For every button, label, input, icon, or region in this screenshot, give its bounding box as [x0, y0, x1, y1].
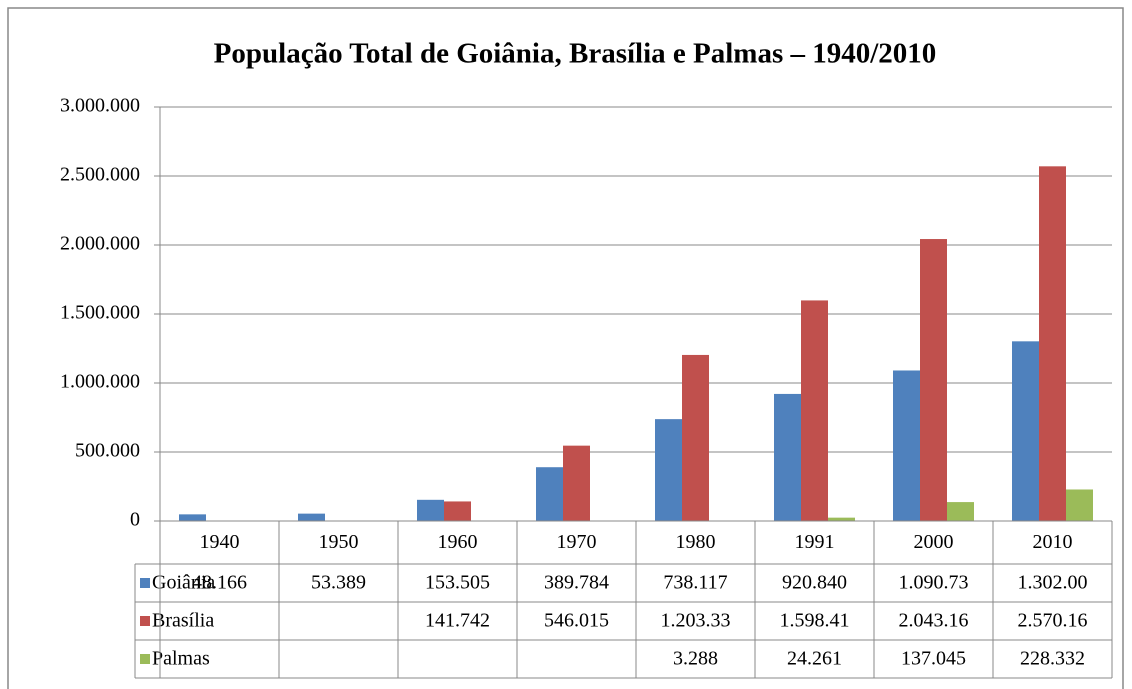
table-value: 48.166 [192, 572, 247, 594]
legend-swatch [140, 616, 150, 626]
table-value: 228.332 [1020, 648, 1085, 670]
table-value: 53.389 [311, 572, 366, 594]
x-tick-label: 1970 [557, 531, 597, 553]
bar [298, 513, 325, 521]
x-tick-label: 1980 [676, 531, 716, 553]
legend-label: Goiânia [152, 572, 215, 594]
y-tick-label: 3.000.000 [60, 95, 140, 117]
y-tick-label: 0 [130, 509, 140, 531]
bar [417, 499, 444, 521]
y-tick-label: 1.500.000 [60, 302, 140, 324]
table-value: 2.043.16 [899, 610, 969, 632]
x-tick-label: 1991 [795, 531, 835, 553]
x-tick-label: 1960 [438, 531, 478, 553]
table-value: 24.261 [787, 648, 842, 670]
y-tick-label: 500.000 [75, 440, 140, 462]
bar [563, 445, 590, 521]
bar [893, 370, 920, 521]
y-tick-label: 1.000.000 [60, 371, 140, 393]
bar [828, 517, 855, 521]
bar [179, 514, 206, 521]
bar [774, 393, 801, 521]
table-value: 1.203.33 [661, 610, 731, 632]
bar [920, 239, 947, 521]
legend-label: Brasília [152, 610, 214, 632]
bar [1012, 341, 1039, 521]
table-value: 738.117 [663, 572, 727, 594]
legend-swatch [140, 654, 150, 664]
bar [801, 300, 828, 521]
table-value: 2.570.16 [1018, 610, 1088, 632]
table-value: 137.045 [901, 648, 966, 670]
table-value: 1.090.73 [899, 572, 969, 594]
table-value: 3.288 [673, 648, 718, 670]
table-value: 141.742 [425, 610, 490, 632]
bar [947, 502, 974, 521]
table-value: 1.302.00 [1018, 572, 1088, 594]
bar [1039, 166, 1066, 521]
chart-title: População Total de Goiânia, Brasília e P… [214, 38, 937, 70]
table-value: 920.840 [782, 572, 847, 594]
y-tick-label: 2.500.000 [60, 164, 140, 186]
x-tick-label: 1950 [319, 531, 359, 553]
table-value: 153.505 [425, 572, 490, 594]
x-tick-label: 2010 [1033, 531, 1073, 553]
table-value: 389.784 [544, 572, 609, 594]
table-value: 1.598.41 [780, 610, 850, 632]
bar [536, 467, 563, 521]
bar [1066, 489, 1093, 521]
bar [682, 354, 709, 521]
legend-label: Palmas [152, 648, 210, 670]
x-tick-label: 2000 [914, 531, 954, 553]
legend-swatch [140, 578, 150, 588]
bar [655, 419, 682, 521]
y-tick-label: 2.000.000 [60, 233, 140, 255]
x-tick-label: 1940 [200, 531, 240, 553]
table-value: 546.015 [544, 610, 609, 632]
bar [444, 501, 471, 521]
